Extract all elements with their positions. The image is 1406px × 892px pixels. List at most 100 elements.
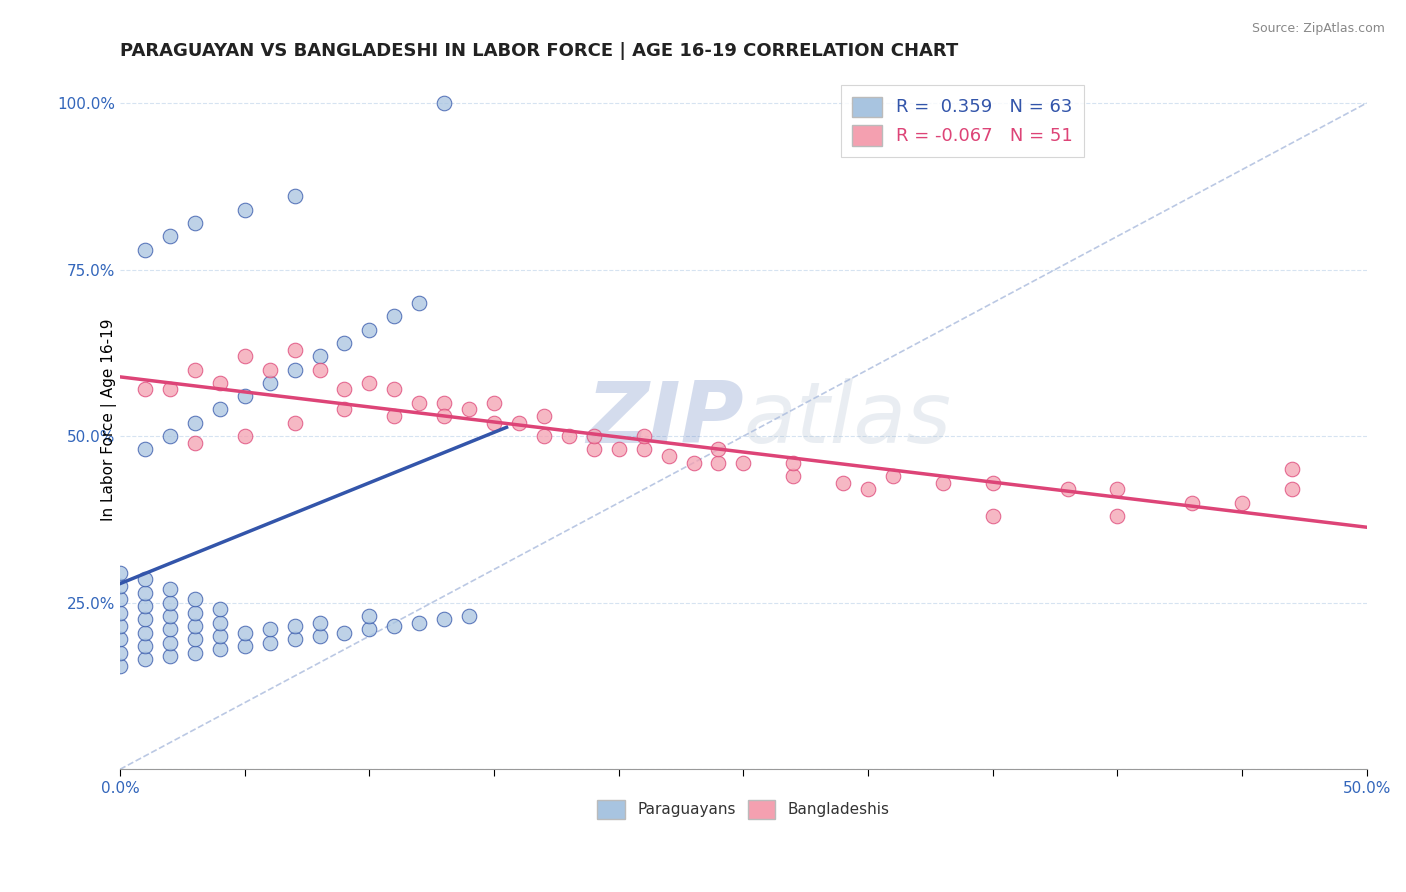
Point <box>533 409 555 424</box>
Point <box>259 623 281 637</box>
Point <box>433 612 456 626</box>
Point <box>482 416 505 430</box>
Point <box>184 362 207 376</box>
Point <box>408 296 430 310</box>
Point <box>707 456 730 470</box>
Point <box>1056 483 1078 497</box>
Point <box>184 646 207 660</box>
Point <box>184 606 207 620</box>
Point <box>382 409 405 424</box>
Point <box>284 619 307 633</box>
Point <box>259 362 281 376</box>
Point <box>108 606 131 620</box>
Point <box>184 619 207 633</box>
Text: PARAGUAYAN VS BANGLADESHI IN LABOR FORCE | AGE 16-19 CORRELATION CHART: PARAGUAYAN VS BANGLADESHI IN LABOR FORCE… <box>120 42 959 60</box>
Point <box>382 619 405 633</box>
Point <box>184 632 207 647</box>
Point <box>359 376 381 390</box>
Point <box>782 469 804 483</box>
Point <box>433 95 456 110</box>
Legend: Paraguayans, Bangladeshis: Paraguayans, Bangladeshis <box>592 794 896 824</box>
Point <box>408 615 430 630</box>
Point <box>981 475 1004 490</box>
Point <box>582 429 605 443</box>
Point <box>159 229 181 244</box>
Point <box>533 429 555 443</box>
Point <box>184 435 207 450</box>
Point <box>159 429 181 443</box>
Y-axis label: In Labor Force | Age 16-19: In Labor Force | Age 16-19 <box>101 318 117 521</box>
Point <box>208 642 231 657</box>
Point <box>208 615 231 630</box>
Point <box>108 619 131 633</box>
Point <box>832 475 855 490</box>
Point <box>607 442 630 457</box>
Point <box>284 416 307 430</box>
Point <box>134 442 156 457</box>
Point <box>408 396 430 410</box>
Point <box>134 383 156 397</box>
Point <box>1281 483 1303 497</box>
Point <box>184 416 207 430</box>
Point <box>208 376 231 390</box>
Point <box>359 322 381 336</box>
Point <box>707 442 730 457</box>
Point <box>308 629 330 643</box>
Point <box>458 609 481 624</box>
Point <box>333 335 356 350</box>
Point <box>134 652 156 666</box>
Point <box>259 376 281 390</box>
Point <box>1107 483 1129 497</box>
Point <box>433 396 456 410</box>
Point <box>159 582 181 597</box>
Point <box>1281 462 1303 476</box>
Point <box>682 456 704 470</box>
Point <box>108 566 131 580</box>
Text: atlas: atlas <box>744 378 952 461</box>
Point <box>184 592 207 607</box>
Point <box>382 309 405 323</box>
Point <box>284 632 307 647</box>
Point <box>159 596 181 610</box>
Point <box>433 409 456 424</box>
Point <box>508 416 530 430</box>
Point <box>482 396 505 410</box>
Point <box>284 362 307 376</box>
Point <box>856 483 879 497</box>
Point <box>582 442 605 457</box>
Point <box>259 636 281 650</box>
Point <box>333 402 356 417</box>
Point <box>1107 509 1129 524</box>
Point <box>108 592 131 607</box>
Point <box>134 639 156 653</box>
Point <box>782 456 804 470</box>
Point <box>733 456 755 470</box>
Point <box>108 579 131 593</box>
Point <box>108 659 131 673</box>
Point <box>882 469 904 483</box>
Point <box>981 509 1004 524</box>
Point <box>233 429 256 443</box>
Point <box>308 362 330 376</box>
Point <box>284 343 307 357</box>
Point <box>658 449 681 463</box>
Point <box>308 615 330 630</box>
Point <box>359 623 381 637</box>
Point <box>134 585 156 599</box>
Text: ZIP: ZIP <box>586 378 744 461</box>
Point <box>1230 496 1253 510</box>
Point <box>159 609 181 624</box>
Point <box>159 636 181 650</box>
Point <box>233 639 256 653</box>
Point <box>108 646 131 660</box>
Point <box>233 349 256 363</box>
Point <box>159 623 181 637</box>
Point <box>633 442 655 457</box>
Point <box>134 625 156 640</box>
Point <box>333 625 356 640</box>
Point <box>1181 496 1204 510</box>
Point <box>558 429 581 443</box>
Point <box>359 609 381 624</box>
Point <box>159 383 181 397</box>
Point <box>208 402 231 417</box>
